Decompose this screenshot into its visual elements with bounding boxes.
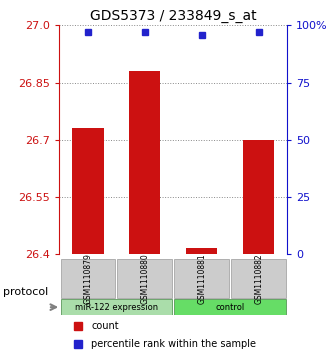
Text: GSM1110881: GSM1110881 <box>197 253 206 304</box>
FancyBboxPatch shape <box>117 259 172 298</box>
Title: GDS5373 / 233849_s_at: GDS5373 / 233849_s_at <box>90 9 256 23</box>
Bar <box>129 71 160 254</box>
Text: GSM1110882: GSM1110882 <box>254 253 263 304</box>
Text: protocol: protocol <box>3 287 49 297</box>
Text: count: count <box>91 322 119 331</box>
FancyBboxPatch shape <box>60 259 115 298</box>
FancyBboxPatch shape <box>174 259 229 298</box>
Text: GSM1110879: GSM1110879 <box>83 253 92 304</box>
Text: miR-122 expression: miR-122 expression <box>75 303 158 312</box>
Bar <box>243 140 274 254</box>
FancyBboxPatch shape <box>231 259 286 298</box>
Text: GSM1110880: GSM1110880 <box>140 253 149 304</box>
Bar <box>186 248 217 254</box>
Bar <box>72 128 104 254</box>
FancyBboxPatch shape <box>60 299 172 315</box>
FancyBboxPatch shape <box>174 299 286 315</box>
Text: percentile rank within the sample: percentile rank within the sample <box>91 339 256 349</box>
Text: control: control <box>215 303 245 312</box>
